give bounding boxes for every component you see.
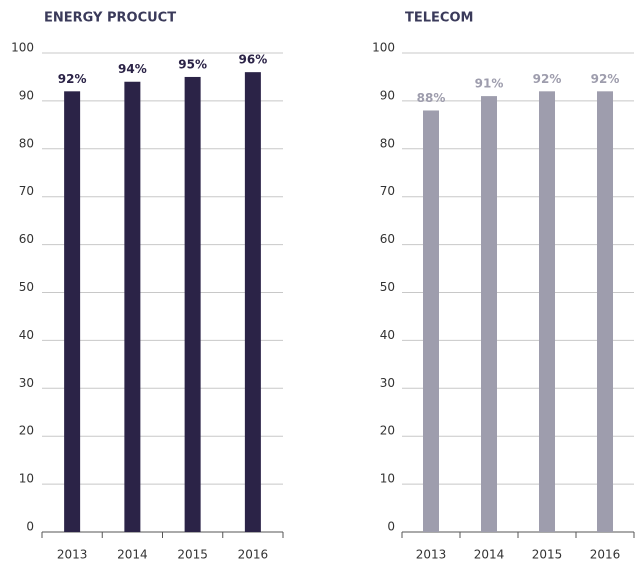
y-tick-label: 60 bbox=[380, 232, 395, 246]
value-label: 95% bbox=[178, 57, 207, 71]
bar bbox=[539, 91, 555, 532]
x-tick-label: 2015 bbox=[532, 548, 563, 562]
x-tick-label: 2013 bbox=[416, 548, 447, 562]
value-label: 92% bbox=[591, 72, 620, 86]
y-tick-label: 60 bbox=[19, 232, 34, 246]
y-tick-label: 0 bbox=[387, 520, 395, 534]
y-tick-label: 90 bbox=[19, 88, 34, 102]
bar bbox=[244, 72, 261, 532]
y-tick-label: 70 bbox=[380, 184, 395, 198]
y-tick-label: 20 bbox=[380, 424, 395, 438]
y-tick-label: 20 bbox=[19, 424, 34, 438]
value-label: 92% bbox=[533, 72, 562, 86]
y-tick-label: 10 bbox=[19, 472, 34, 486]
x-tick-label: 2014 bbox=[117, 548, 148, 562]
y-tick-label: 80 bbox=[19, 136, 34, 150]
y-tick-label: 40 bbox=[19, 328, 34, 342]
value-label: 91% bbox=[475, 77, 504, 91]
value-label: 96% bbox=[239, 53, 268, 67]
bar bbox=[64, 91, 81, 532]
y-tick-label: 50 bbox=[19, 280, 34, 294]
x-tick-label: 2016 bbox=[590, 548, 621, 562]
y-tick-label: 100 bbox=[11, 41, 34, 55]
y-tick-label: 30 bbox=[19, 376, 34, 390]
chart-title: ENERGY PROCUCT bbox=[44, 11, 176, 26]
value-label: 92% bbox=[58, 72, 87, 86]
bar bbox=[597, 91, 613, 532]
x-tick-label: 2014 bbox=[474, 548, 505, 562]
bar bbox=[481, 96, 497, 533]
x-tick-label: 2016 bbox=[238, 548, 269, 562]
y-tick-label: 40 bbox=[380, 328, 395, 342]
y-tick-label: 50 bbox=[380, 280, 395, 294]
y-tick-label: 80 bbox=[380, 136, 395, 150]
bar bbox=[184, 76, 201, 532]
y-tick-label: 0 bbox=[26, 520, 34, 534]
y-tick-label: 70 bbox=[19, 184, 34, 198]
y-tick-label: 100 bbox=[372, 41, 395, 55]
value-label: 88% bbox=[417, 91, 446, 105]
bar bbox=[423, 110, 439, 532]
x-tick-label: 2015 bbox=[177, 548, 208, 562]
chart-title: TELECOM bbox=[405, 11, 473, 26]
y-tick-label: 10 bbox=[380, 472, 395, 486]
y-tick-label: 30 bbox=[380, 376, 395, 390]
x-tick-label: 2013 bbox=[57, 548, 88, 562]
y-tick-label: 90 bbox=[380, 88, 395, 102]
bar bbox=[124, 81, 141, 533]
value-label: 94% bbox=[118, 62, 147, 76]
